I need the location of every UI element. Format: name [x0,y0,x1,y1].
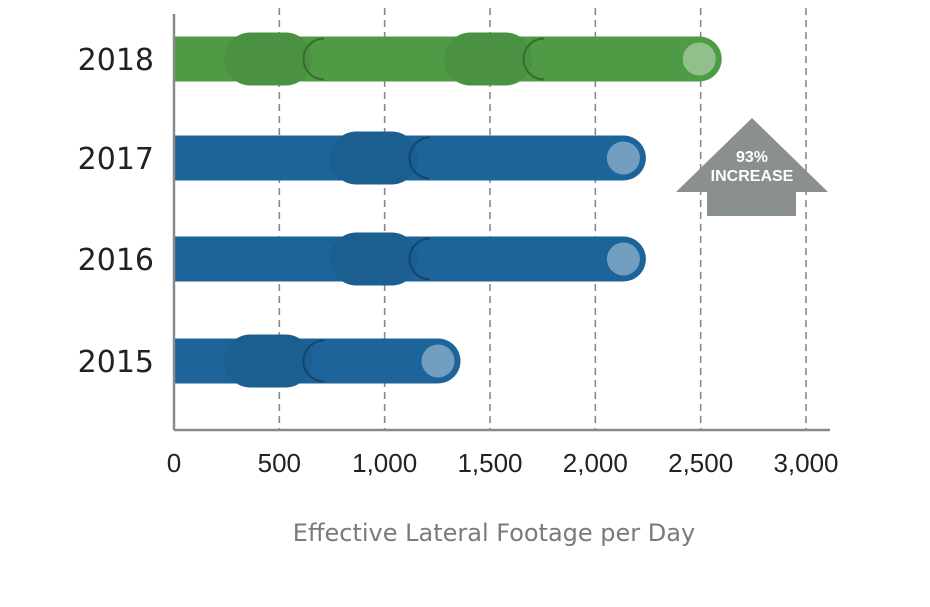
bar-joint [444,32,532,86]
bar-joint-seam [408,237,431,281]
bar-joint [224,334,312,388]
x-axis-title: Effective Lateral Footage per Day [293,519,695,547]
bar-2018 [174,32,722,86]
y-tick-label: 2018 [78,43,154,78]
x-tick-label: 1,500 [457,448,522,478]
x-tick-label: 500 [258,448,301,478]
x-tick-labels: 0 500 1,000 1,500 2,000 2,500 3,000 [167,448,839,478]
bar-joint-seam [302,339,325,383]
x-tick-label: 0 [167,448,181,478]
bar-2015 [174,334,461,388]
bar-joint [330,131,418,185]
bars [174,32,722,388]
bar-joint-seam [522,37,545,81]
bar-joint [224,32,312,86]
increase-percent: 93% [736,149,768,166]
bar-joint-seam [408,136,431,180]
x-tick-label: 2,000 [563,448,628,478]
y-tick-label: 2016 [78,243,154,278]
bar-2017 [174,131,646,185]
bar-end-cap [682,42,716,76]
x-tick-label: 1,000 [352,448,417,478]
y-tick-label: 2017 [78,142,154,177]
x-tick-label: 3,000 [773,448,838,478]
bar-end-cap [606,141,640,175]
x-tick-label: 2,500 [668,448,733,478]
bar-joint-seam [302,37,325,81]
bar-end-cap [421,344,455,378]
y-tick-label: 2015 [78,345,154,380]
bar-end-cap [606,242,640,276]
bar-joint [330,232,418,286]
increase-arrow: 93% INCREASE [676,118,828,216]
bar-2016 [174,232,646,286]
increase-arrow-icon [676,118,828,216]
bar [174,338,461,384]
y-tick-labels: 2018 2017 2016 2015 [78,43,154,380]
increase-label: INCREASE [711,168,794,185]
